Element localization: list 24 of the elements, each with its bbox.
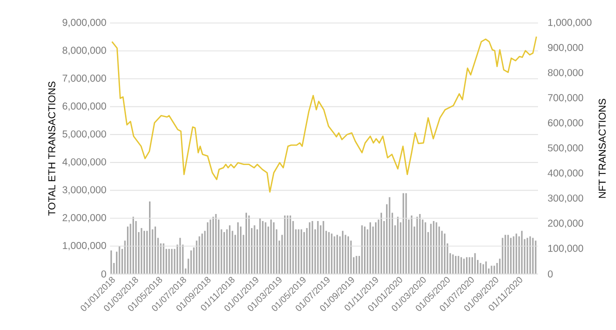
y-axis-title: TOTAL ETH TRANSACTIONS [48, 82, 56, 216]
line-series [111, 36, 538, 193]
y2-tick-label: 300,000 [548, 194, 584, 203]
y2-tick-label: 900,000 [548, 44, 584, 52]
y2-tick-label: 1,000,000 [548, 18, 592, 28]
y-tick-label: 3,000,000 [62, 186, 106, 194]
y-tick-label: 4,000,000 [62, 158, 106, 167]
y2-tick-label: 600,000 [548, 119, 584, 128]
y2-tick-label: 500,000 [548, 144, 584, 153]
y-tick-label: 8,000,000 [62, 46, 106, 56]
y-tick-label: 5,000,000 [62, 130, 106, 139]
y2-tick-label: 100,000 [548, 244, 584, 254]
y2-tick-label: 800,000 [548, 69, 584, 78]
y-tick-label: 0 [101, 270, 106, 278]
y2-axis-title: NFT TRANSACTIONS [598, 98, 606, 198]
y2-tick-label: 0 [548, 270, 553, 278]
y2-tick-label: 200,000 [548, 220, 584, 228]
y-tick-label: 9,000,000 [62, 18, 106, 28]
y-tick-label: 6,000,000 [62, 102, 106, 111]
y-tick-label: 2,000,000 [62, 214, 106, 222]
y2-tick-label: 400,000 [548, 169, 584, 178]
y-tick-label: 7,000,000 [62, 74, 106, 83]
y-tick-label: 1,000,000 [62, 242, 106, 250]
y2-tick-label: 700,000 [548, 94, 584, 102]
